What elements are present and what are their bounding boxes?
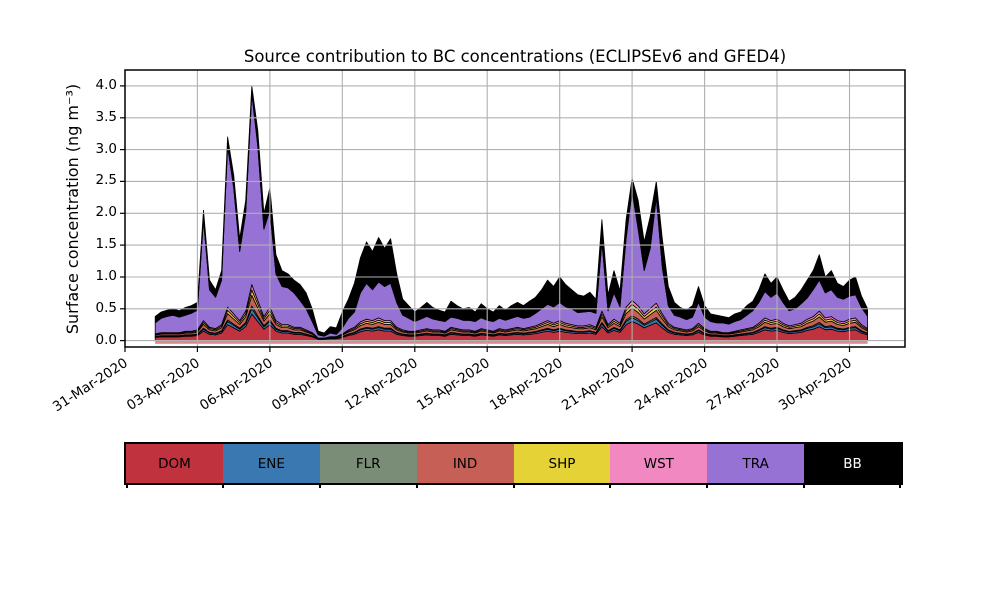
y-tick-label: 0.0 (95, 331, 117, 348)
legend-swatch-SHP: SHP (513, 444, 611, 483)
legend-swatch-TRA: TRA (707, 444, 805, 483)
legend-tick-mark (899, 483, 901, 488)
legend-tick-mark (415, 483, 418, 488)
legend-label: FLR (355, 455, 381, 472)
legend-swatch-ENE: ENE (222, 444, 320, 483)
plot-frame (124, 69, 906, 348)
legend-tick-mark (803, 483, 806, 488)
y-tick-label: 4.0 (95, 76, 117, 93)
legend-swatch-FLR: FLR (319, 444, 417, 483)
legend-swatch-BB: BB (804, 444, 901, 483)
legend-tick-mark (221, 483, 224, 488)
legend-label: TRA (742, 455, 769, 472)
legend-tick-mark (706, 483, 709, 488)
legend-swatch-WST: WST (610, 444, 708, 483)
chart-title: Source contribution to BC concentrations… (243, 47, 787, 66)
baseline-strip (155, 340, 868, 344)
legend-label: ENE (257, 455, 285, 472)
legend-tick-mark (126, 483, 128, 488)
legend-label: BB (843, 455, 862, 472)
legend-label: IND (452, 455, 478, 472)
legend-label: WST (643, 455, 674, 472)
y-tick-label: 1.5 (95, 236, 117, 253)
area-TRA (154, 93, 868, 339)
y-tick-label: 2.0 (95, 204, 117, 221)
legend-swatch-DOM: DOM (126, 444, 223, 483)
legend-tick-mark (318, 483, 321, 488)
y-tick-label: 3.0 (95, 140, 117, 157)
legend-label: SHP (548, 455, 576, 472)
area-BB (154, 85, 868, 337)
y-tick-label: 1.0 (95, 267, 117, 284)
legend-tick-mark (512, 483, 515, 488)
legend: DOM ENE FLR IND SHP WST TRA BB (124, 442, 903, 488)
y-tick-label: 2.5 (95, 172, 117, 189)
y-tick-label: 3.5 (95, 108, 117, 125)
legend-tick-mark (609, 483, 612, 488)
y-tick-label: 0.5 (95, 299, 117, 316)
legend-swatch-IND: IND (416, 444, 514, 483)
legend-label: DOM (158, 455, 191, 472)
